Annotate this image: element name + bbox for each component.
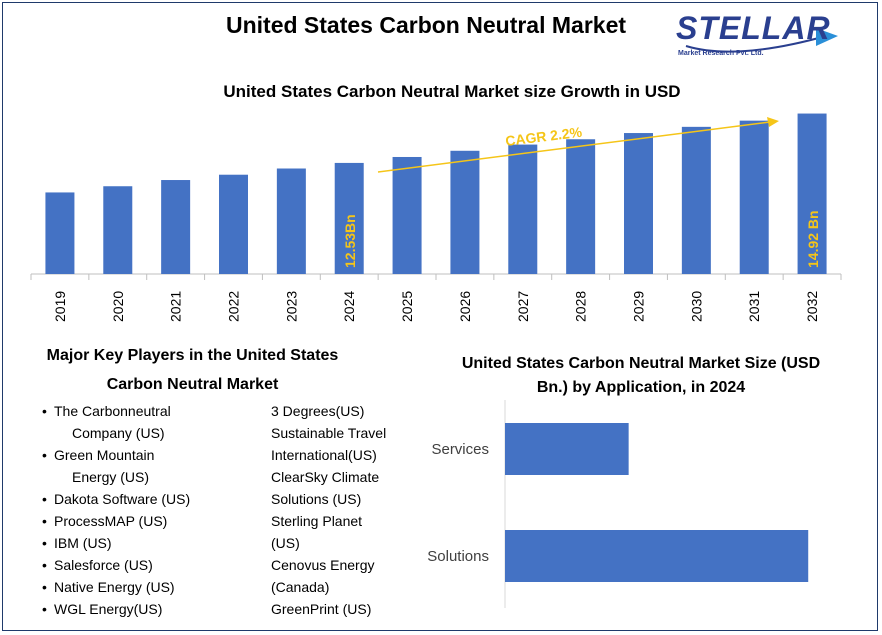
bar-services [505,423,629,475]
list-item: IBM (US) [40,532,255,554]
x-tick-label: 2025 [399,291,415,322]
bar-2025 [392,156,422,274]
category-label: Services [431,441,489,458]
bar-2021 [161,180,191,274]
logo-swoosh-icon [685,28,838,53]
bar-2023 [276,168,306,274]
player-name: IBM (US) [54,535,112,551]
list-line: (Canada) [271,579,330,595]
application-bar-chart: Services Solutions [427,400,809,608]
logo-wordmark: STELLAR [676,10,831,46]
growth-bar-chart: 2019 2020 2021 2022 2023 2024 12.53Bn 2025 2026 2… [30,113,842,322]
player-name: Dakota Software (US) [54,491,191,507]
list-line: GreenPrint (US) [271,601,372,617]
bar-2030 [681,126,711,274]
list-line: International(US) [271,447,377,463]
player-name-cont: Company (US) [72,425,165,441]
x-tick-label: 2026 [457,291,473,322]
key-players-list-2: 3 Degrees(US) Sustainable Travel Interna… [271,400,411,620]
bar-2029 [624,133,653,274]
x-tick-label: 2029 [631,291,647,322]
list-item: Dakota Software (US) [40,488,255,510]
x-tick-label: 2019 [52,291,68,322]
player-name: Green Mountain [54,447,155,463]
cagr-arrow-line [377,121,771,173]
key-players-list-1: The Carbonneutral Company (US) Green Mou… [40,400,255,620]
x-tick-label: 2027 [515,291,531,322]
player-name: WGL Energy(US) [54,601,163,617]
x-tick-label: 2020 [110,291,126,322]
bar-2026 [450,150,480,274]
main-title: United States Carbon Neutral Market [225,12,627,38]
list-line: ClearSky Climate [271,469,380,485]
application-chart-title: United States Carbon Neutral Market Size… [461,355,821,396]
bar-2019 [45,192,75,274]
bar-2028 [566,139,596,274]
list-item: The Carbonneutral Company (US) [40,400,255,444]
list-line: Sterling Planet [271,513,363,529]
player-name: Salesforce (US) [54,557,153,573]
bar-2027 [508,144,538,274]
data-label: 12.53Bn [342,214,358,268]
list-item: Salesforce (US) [40,554,255,576]
bar-2020 [103,186,133,274]
growth-chart-title: United States Carbon Neutral Market size… [223,82,681,101]
logo-subtitle: Market Research Pvt. Ltd. [678,50,764,57]
x-tick-label: 2031 [746,291,762,322]
bar-solutions [505,530,809,582]
list-line: Solutions (US) [271,491,362,507]
x-tick-label: 2028 [573,291,589,322]
list-item: ProcessMAP (US) [40,510,255,532]
list-item: Green Mountain Energy (US) [40,444,255,488]
bar-2031 [739,120,769,274]
player-name: ProcessMAP (US) [54,513,168,529]
bar-2022 [219,174,248,274]
list-line: 3 Degrees(US) [271,403,365,419]
x-tick-label: 2021 [168,291,184,322]
bar-2032 [797,113,827,274]
cagr-arrowhead-icon [767,117,779,127]
list-line: Sustainable Travel [271,425,387,441]
player-name: Native Energy (US) [54,579,175,595]
x-tick-label: 2023 [283,291,299,322]
key-players-title-line2: Carbon Neutral Market [106,376,279,393]
x-tick-label: 2022 [226,291,242,322]
player-name: The Carbonneutral [54,403,171,419]
data-label: 14.92 Bn [805,210,821,268]
list-item: Native Energy (US) [40,576,255,598]
list-line: Cenovus Energy [271,557,375,573]
list-item: WGL Energy(US) [40,598,255,620]
stellar-logo: STELLAR Market Research Pvt. Ltd. [676,6,846,66]
list-line: (US) [271,535,300,551]
category-label: Solutions [427,548,489,565]
x-tick-label: 2032 [804,291,820,322]
bar-2024 [334,162,364,274]
x-tick-label: 2030 [688,291,704,322]
key-players-title-line1: Major Key Players in the United States [46,347,339,364]
x-tick-label: 2024 [341,291,357,322]
player-name-cont: Energy (US) [72,469,150,485]
